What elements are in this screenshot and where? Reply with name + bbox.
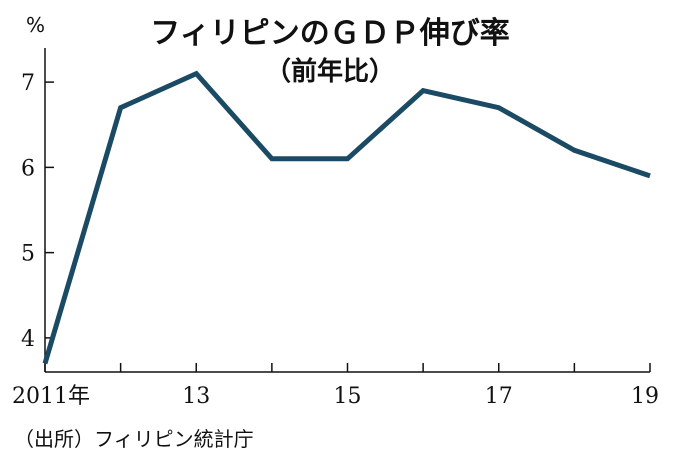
y-tick-label: 7	[21, 71, 35, 96]
y-unit-label: %	[26, 13, 45, 37]
y-tick-label: 5	[21, 242, 35, 267]
x-tick-label: 13	[182, 384, 210, 409]
x-tick-label: 15	[334, 384, 362, 409]
x-tick-label: 17	[485, 384, 513, 409]
chart-subtitle: （前年比）	[265, 56, 395, 87]
x-tick-label: 2011年	[12, 384, 90, 409]
source-note: （出所）フィリピン統計庁	[14, 427, 254, 451]
chart-title: フィリピンのＧＤＰ伸び率	[150, 16, 509, 51]
gdp-growth-line	[42, 70, 651, 365]
x-tick-label: 19	[631, 384, 659, 409]
y-tick-label: 4	[21, 327, 35, 352]
y-tick-label: 6	[21, 156, 35, 181]
